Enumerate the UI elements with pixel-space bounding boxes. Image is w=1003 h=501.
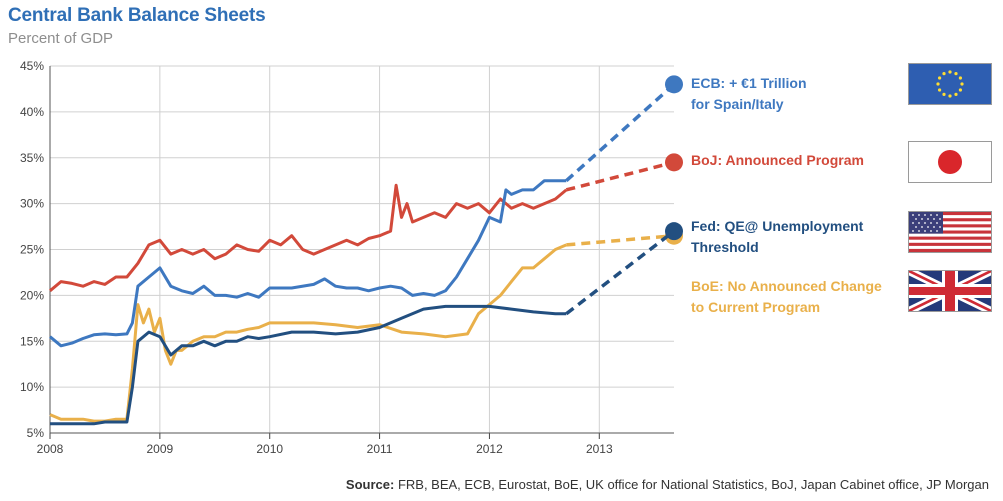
x-tick-label: 2013 xyxy=(586,442,613,456)
japan-flag-icon xyxy=(908,141,992,183)
projection-endpoint-ecb xyxy=(665,75,683,94)
x-tick-label: 2008 xyxy=(37,442,64,456)
uk-flag-icon xyxy=(907,267,993,315)
projection-line-ecb xyxy=(565,83,676,182)
x-tick-label: 2009 xyxy=(147,442,174,456)
y-tick-label: 40% xyxy=(20,105,44,119)
projection-line-boe xyxy=(566,233,675,247)
legend-label-boe: BoE: No Announced Change to Current Prog… xyxy=(691,278,882,315)
y-tick-label: 10% xyxy=(20,380,44,394)
y-tick-label: 45% xyxy=(20,59,44,73)
x-tick-label: 2010 xyxy=(256,442,283,456)
legend-label-boj: BoJ: Announced Program xyxy=(691,152,864,168)
eu-stars-icon xyxy=(936,70,964,98)
x-tick-label: 2011 xyxy=(367,442,393,456)
y-tick-label: 25% xyxy=(20,243,44,257)
legend-label-ecb: ECB: + €1 Trillion for Spain/Italy xyxy=(691,75,807,112)
projection-line-boj xyxy=(565,160,675,192)
x-tick-label: 2012 xyxy=(476,442,503,456)
projection-endpoint-fed xyxy=(665,222,683,241)
series-line-fed xyxy=(50,304,567,426)
source-prefix: Source: xyxy=(345,477,395,492)
y-tick-label: 30% xyxy=(20,197,44,211)
source-note: Source: FRB, BEA, ECB, Eurostat, BoE, UK… xyxy=(346,477,989,492)
y-tick-label: 35% xyxy=(20,151,44,165)
series-line-boj xyxy=(49,183,568,292)
chart-subtitle: Percent of GDP xyxy=(8,30,114,47)
us-flag-icon xyxy=(908,211,992,253)
y-tick-label: 5% xyxy=(27,426,45,440)
chart-title: Central Bank Balance Sheets xyxy=(8,5,266,26)
projection-line-fed xyxy=(565,229,676,316)
series-line-ecb xyxy=(49,179,567,348)
eu-flag-icon xyxy=(908,63,992,105)
source-text: FRB, BEA, ECB, Eurostat, BoE, UK office … xyxy=(394,477,989,492)
y-tick-label: 15% xyxy=(20,334,44,348)
projection-endpoint-boj xyxy=(665,153,683,172)
y-tick-label: 20% xyxy=(20,288,44,302)
legend-label-fed: Fed: QE@ Unemployment Threshold xyxy=(691,218,864,255)
